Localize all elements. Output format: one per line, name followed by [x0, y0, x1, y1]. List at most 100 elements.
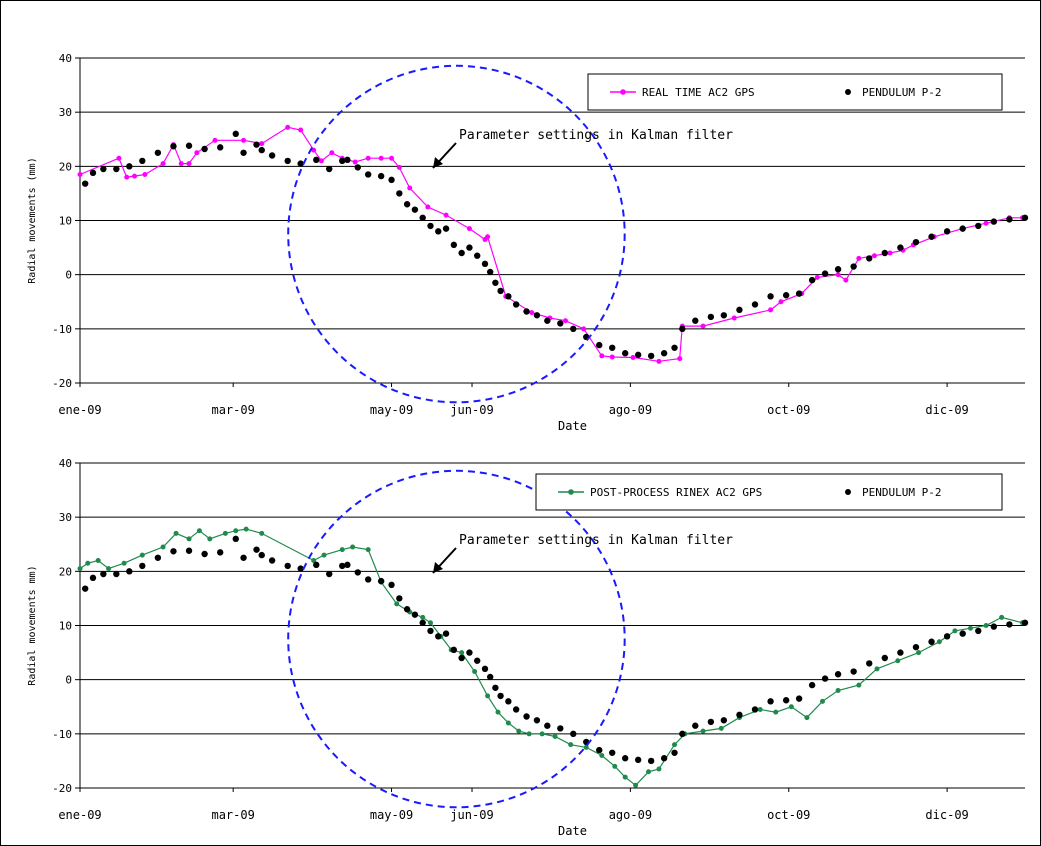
data-point: [100, 570, 107, 578]
data-point: [216, 144, 224, 151]
data-point: [1021, 619, 1029, 626]
data-point: [1021, 214, 1029, 221]
data-point: [474, 252, 481, 259]
data-point: [207, 536, 213, 542]
data-point: [142, 171, 148, 177]
data-point: [751, 706, 759, 713]
data-point: [222, 530, 228, 536]
data-point: [795, 695, 803, 702]
data-point: [707, 313, 715, 321]
data-point: [821, 270, 829, 277]
data-point: [344, 156, 351, 164]
data-point: [773, 709, 779, 715]
y-tick-label: 10: [59, 215, 72, 228]
data-point: [583, 744, 589, 750]
data-point: [897, 649, 904, 656]
data-point: [427, 627, 434, 635]
annotation-arrowhead: [433, 157, 443, 168]
data-point: [89, 169, 97, 177]
x-tick-label: jun-09: [450, 403, 493, 417]
data-point: [139, 157, 146, 165]
data-point: [378, 155, 384, 161]
data-point: [113, 165, 120, 173]
data-point: [100, 165, 107, 173]
x-tick-label: ene-09: [58, 808, 101, 822]
data-point: [505, 293, 512, 300]
data-point: [990, 623, 998, 630]
data-point: [232, 535, 239, 543]
data-point: [298, 127, 304, 133]
data-point: [420, 614, 426, 620]
data-point: [630, 355, 636, 361]
data-point: [599, 753, 605, 758]
data-point: [497, 287, 504, 295]
data-point: [782, 697, 790, 704]
y-tick-label: 0: [65, 674, 72, 687]
data-point: [466, 649, 473, 656]
data-point: [609, 354, 615, 360]
data-point: [160, 544, 166, 550]
data-point: [268, 557, 276, 564]
data-point: [1006, 621, 1013, 628]
data-point: [959, 630, 966, 637]
data-point: [731, 315, 737, 321]
data-point: [377, 577, 385, 585]
data-point: [139, 562, 146, 570]
data-point: [552, 734, 558, 740]
data-point: [975, 627, 982, 635]
data-point: [297, 565, 304, 572]
data-point: [512, 301, 520, 308]
legend-swatch-marker: [568, 489, 574, 495]
data-point: [481, 665, 489, 673]
data-point: [258, 551, 265, 559]
data-point: [720, 717, 728, 724]
data-point: [139, 552, 145, 558]
data-point: [403, 201, 411, 208]
data-point: [814, 274, 820, 280]
legend-swatch-marker: [620, 89, 626, 95]
data-point: [121, 560, 127, 566]
data-point: [609, 344, 616, 351]
x-tick-label: oct-09: [767, 403, 810, 417]
data-point: [259, 530, 265, 536]
data-point: [804, 715, 810, 721]
data-point: [897, 244, 904, 251]
data-point: [350, 544, 356, 550]
data-point: [928, 233, 935, 240]
data-point: [570, 325, 577, 333]
y-tick-label: 40: [59, 457, 72, 470]
data-point: [820, 698, 825, 704]
data-point: [124, 174, 130, 180]
data-point: [983, 623, 989, 628]
data-point: [329, 150, 335, 156]
data-point: [170, 143, 177, 150]
data-point: [77, 566, 83, 572]
legend-label: PENDULUM P-2: [862, 486, 941, 499]
data-point: [339, 547, 345, 553]
y-tick-label: -10: [52, 323, 72, 336]
data-point: [596, 746, 603, 754]
data-point: [647, 757, 655, 765]
legend-swatch-marker: [845, 89, 851, 95]
data-point: [736, 306, 743, 314]
data-point: [442, 225, 450, 232]
data-point: [113, 570, 120, 578]
data-point: [396, 164, 402, 170]
data-point: [495, 709, 501, 715]
data-point: [411, 206, 419, 213]
data-point: [936, 639, 942, 645]
data-point: [692, 317, 699, 324]
data-point: [516, 728, 522, 734]
data-point: [388, 581, 395, 589]
data-point: [352, 159, 358, 165]
data-point: [81, 180, 89, 187]
legend: REAL TIME AC2 GPS PENDULUM P-2: [587, 73, 1003, 111]
data-point: [364, 171, 372, 178]
data-point: [943, 228, 951, 235]
data-point: [178, 161, 184, 167]
y-tick-label: 40: [59, 52, 72, 65]
data-point: [533, 312, 541, 319]
data-point: [85, 560, 91, 566]
data-point: [808, 276, 816, 284]
data-point: [505, 720, 511, 726]
